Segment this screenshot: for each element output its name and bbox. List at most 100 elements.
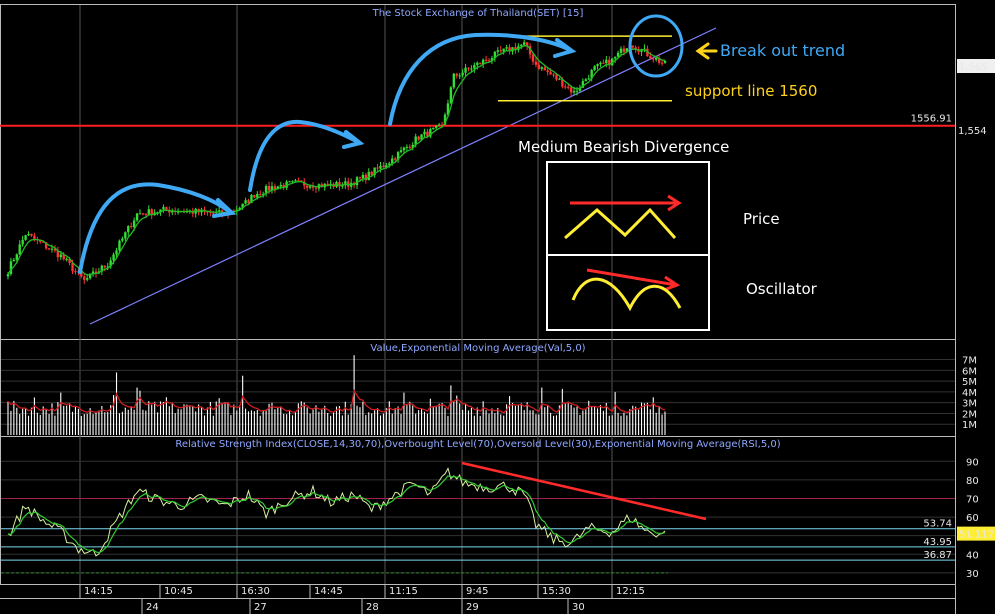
current-price-label: 1,565 xyxy=(959,62,988,73)
candle-body xyxy=(379,165,382,169)
candle-body xyxy=(212,212,215,214)
candle-body xyxy=(276,186,280,190)
candle-body xyxy=(487,60,491,62)
candle-body xyxy=(159,209,162,213)
candle-body xyxy=(432,127,435,130)
candle-body xyxy=(68,259,71,264)
candle-body xyxy=(596,64,599,67)
candle-body xyxy=(261,193,265,195)
candle-body xyxy=(311,186,315,188)
candle-body xyxy=(270,186,274,191)
candle-body xyxy=(50,248,54,250)
day-tick-label: 29 xyxy=(466,602,479,613)
candle-body xyxy=(534,61,538,65)
candle-body xyxy=(549,72,552,75)
rsi-tick-label: 60 xyxy=(966,513,979,524)
candle-body xyxy=(259,193,262,195)
volume-tick-label: 3M xyxy=(962,399,977,410)
candle-body xyxy=(279,185,282,187)
candle-body xyxy=(44,242,48,249)
candle-body xyxy=(156,212,159,214)
candle-body xyxy=(282,185,285,188)
candle-body xyxy=(15,254,18,260)
candle-body xyxy=(555,74,558,80)
candle-body xyxy=(426,131,429,137)
candle-body xyxy=(505,47,508,49)
candle-body xyxy=(109,260,112,267)
candle-body xyxy=(100,265,104,272)
candle-body xyxy=(572,91,576,93)
day-tick-label: 24 xyxy=(146,602,159,613)
candle-body xyxy=(385,165,388,167)
candle-body xyxy=(470,68,473,70)
candle-body xyxy=(660,62,664,64)
candle-body xyxy=(458,75,461,77)
candle-body xyxy=(27,233,30,236)
candle-body xyxy=(241,203,244,208)
candle-body xyxy=(291,180,294,182)
candle-body xyxy=(358,177,362,179)
candle-body xyxy=(420,134,423,140)
rsi-tick-label: 90 xyxy=(966,457,979,468)
price-legend-label: Price xyxy=(743,210,780,228)
candle-body xyxy=(141,213,145,215)
candle-body xyxy=(540,67,544,69)
candle-body xyxy=(124,232,127,239)
candle-body xyxy=(71,263,74,272)
candle-body xyxy=(452,73,456,88)
rsi-level-label: 53.74 xyxy=(923,519,952,530)
candle-body xyxy=(382,165,385,167)
candle-body xyxy=(12,259,16,262)
volume-tick-label: 2M xyxy=(962,409,977,420)
candle-body xyxy=(247,200,250,203)
candle-body xyxy=(476,62,479,66)
candle-body xyxy=(663,60,667,63)
resistance-value-label: 1556.91 xyxy=(911,114,952,125)
rsi-ema-line xyxy=(7,475,666,554)
swing-arrow-1 xyxy=(78,182,232,274)
rsi-panel-title: Relative Strength Index(CLOSE,14,30,70),… xyxy=(175,439,780,450)
candle-body xyxy=(56,250,60,258)
volume-tick-label: 5M xyxy=(962,377,977,388)
osc-legend-arrow xyxy=(586,268,681,292)
candle-body xyxy=(493,51,497,59)
candle-body xyxy=(232,210,236,212)
rsi-path xyxy=(7,467,666,557)
candle-body xyxy=(561,78,564,87)
candle-body xyxy=(341,185,344,187)
candle-body xyxy=(9,261,13,275)
candle-body xyxy=(429,129,432,137)
candle-body xyxy=(467,67,470,69)
candle-body xyxy=(587,78,590,80)
candle-body xyxy=(138,213,142,215)
volume-tick-label: 4M xyxy=(962,388,977,399)
time-tick-label: 9:45 xyxy=(466,586,488,597)
candle-body xyxy=(575,90,579,92)
candle-body xyxy=(308,186,312,188)
price-tick-label: 1,554 xyxy=(958,126,987,137)
candle-body xyxy=(88,273,92,279)
rsi-level-label: 43.95 xyxy=(923,537,952,548)
candle-body xyxy=(552,74,555,76)
candle-body xyxy=(176,211,180,213)
candle-body xyxy=(388,163,391,166)
candle-body xyxy=(30,233,33,236)
candle-body xyxy=(537,64,541,69)
candle-body xyxy=(285,181,288,188)
rsi-current-box xyxy=(957,526,995,541)
candle-body xyxy=(135,213,139,221)
candle-body xyxy=(464,67,467,73)
candle-body xyxy=(581,81,585,88)
candle-body xyxy=(405,146,409,148)
volume-bars xyxy=(7,355,666,435)
candle-body xyxy=(129,226,133,228)
candle-body xyxy=(74,271,77,273)
breakout-circle xyxy=(628,14,684,78)
candle-body xyxy=(640,49,643,52)
candle-body xyxy=(508,47,511,52)
candle-body xyxy=(297,180,300,182)
candle-body xyxy=(402,147,406,151)
candle-body xyxy=(264,186,268,194)
candle-body xyxy=(440,124,444,126)
